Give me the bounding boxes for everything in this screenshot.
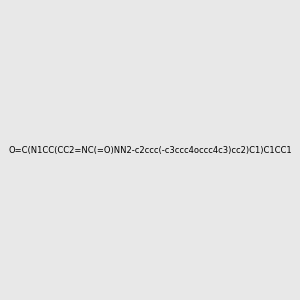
- Text: O=C(N1CC(CC2=NC(=O)NN2-c2ccc(-c3ccc4occc4c3)cc2)C1)C1CC1: O=C(N1CC(CC2=NC(=O)NN2-c2ccc(-c3ccc4occc…: [8, 146, 292, 154]
